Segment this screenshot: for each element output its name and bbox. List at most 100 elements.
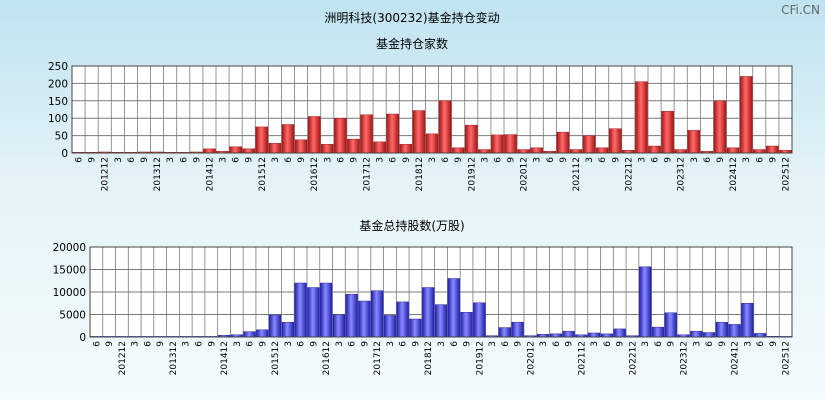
x-tick-label: 3 [335, 341, 345, 347]
x-tick-label: 9 [156, 341, 166, 347]
bar [281, 124, 295, 154]
x-tick-label: 202312 [677, 157, 687, 191]
x-tick-label: 202012 [526, 341, 536, 375]
bar [713, 100, 727, 154]
chart-2-title: 基金总持股数(万股) [359, 218, 464, 233]
x-tick-label: 6 [179, 157, 189, 163]
y-tick-label: 5000 [59, 310, 86, 322]
x-tick-label: 9 [667, 341, 677, 347]
bar [582, 135, 596, 154]
x-tick-label: 201312 [169, 341, 179, 375]
x-tick-label: 9 [258, 341, 268, 347]
x-tick-label: 6 [654, 341, 664, 347]
x-tick-label: 6 [75, 157, 85, 163]
bar [491, 134, 504, 154]
x-tick-label: 9 [349, 157, 359, 163]
x-tick-label: 201612 [322, 341, 332, 375]
x-tick-label: 6 [651, 157, 661, 163]
x-tick-label: 201412 [205, 157, 215, 191]
bar [595, 147, 609, 154]
bar [715, 321, 728, 338]
x-tick-label: 9 [454, 157, 464, 163]
bar [473, 302, 486, 338]
bar [465, 124, 478, 154]
bar [556, 131, 570, 154]
x-tick-label: 3 [219, 157, 229, 163]
x-tick-label: 201912 [467, 157, 477, 191]
plot-frame [89, 246, 793, 338]
x-tick-label: 6 [501, 341, 511, 347]
bar [203, 148, 216, 154]
y-tick-label: 15000 [53, 265, 86, 277]
bar [371, 290, 384, 338]
x-tick-label: 3 [428, 157, 438, 163]
x-tick-label: 9 [565, 341, 575, 347]
bar [425, 133, 439, 154]
bar [409, 318, 422, 338]
bar [648, 145, 661, 154]
x-tick-label: 201212 [101, 157, 111, 191]
bar [562, 330, 575, 338]
x-tick-label: 9 [716, 157, 726, 163]
bar [255, 126, 269, 154]
x-tick-label: 6 [755, 157, 765, 163]
chart-1-title: 基金持仓家数 [376, 36, 448, 51]
x-tick-label: 6 [552, 341, 562, 347]
x-tick-label: 201712 [373, 341, 383, 375]
x-tick-label: 3 [166, 157, 176, 163]
x-tick-label: 202112 [572, 157, 582, 191]
x-tick-label: 6 [389, 157, 399, 163]
x-tick-label: 201512 [271, 341, 281, 375]
x-tick-label: 201912 [475, 341, 485, 375]
bar [690, 330, 703, 338]
x-tick-label: 202012 [520, 157, 530, 191]
bar [498, 327, 511, 338]
bar [358, 300, 371, 338]
x-tick-label: 9 [664, 157, 674, 163]
bar [294, 139, 308, 154]
y-tick-label: 100 [48, 113, 68, 125]
bar [687, 130, 701, 154]
x-tick-label: 6 [297, 341, 307, 347]
x-tick-label: 9 [616, 341, 626, 347]
x-tick-label: 9 [718, 341, 728, 347]
x-tick-label: 202512 [781, 157, 791, 191]
bar [651, 326, 665, 338]
bar [373, 141, 386, 154]
bar [741, 303, 754, 338]
bar [242, 148, 255, 154]
x-tick-label: 3 [271, 157, 281, 163]
x-tick-label: 201312 [153, 157, 163, 191]
x-tick-label: 9 [360, 341, 370, 347]
x-tick-label: 3 [533, 157, 543, 163]
bar [511, 321, 524, 338]
bar [434, 304, 448, 338]
bar [334, 117, 347, 154]
x-tick-label: 3 [641, 341, 651, 347]
x-tick-label: 9 [559, 157, 569, 163]
x-tick-label: 6 [194, 341, 204, 347]
x-tick-label: 3 [437, 341, 447, 347]
bar [294, 282, 307, 338]
x-tick-label: 9 [507, 157, 517, 163]
bar [569, 149, 583, 154]
bar [766, 145, 779, 154]
x-tick-label: 9 [769, 341, 779, 347]
bar [332, 314, 345, 338]
x-tick-label: 6 [348, 341, 358, 347]
bar [639, 266, 652, 338]
bar [438, 100, 452, 154]
x-tick-label: 202212 [624, 157, 634, 191]
bar [702, 332, 716, 338]
y-tick-label: 250 [48, 61, 68, 73]
x-tick-label: 3 [742, 157, 752, 163]
y-tick-label: 0 [79, 332, 86, 344]
x-tick-label: 9 [402, 157, 412, 163]
x-tick-label: 3 [376, 157, 386, 163]
x-tick-label: 202412 [729, 157, 739, 191]
x-tick-label: 202112 [577, 341, 587, 375]
page-title: 洲明科技(300232)基金持仓变动 [324, 10, 499, 25]
bar [753, 149, 766, 154]
bar [588, 332, 601, 338]
